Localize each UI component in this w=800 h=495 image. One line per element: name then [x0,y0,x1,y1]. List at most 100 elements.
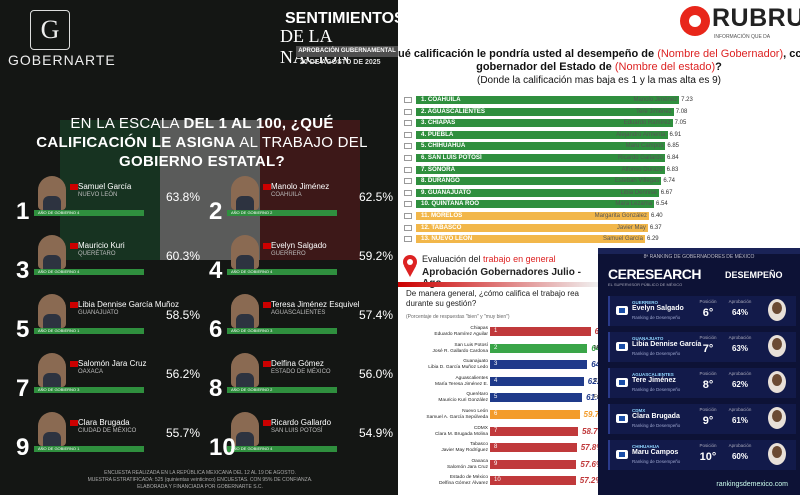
party-logo-icon [404,143,412,150]
rubrum-state-label: 10. QUINTANA ROO [421,200,480,208]
party-logo-icon [404,108,412,115]
ce-approval-label: Aprobación [728,299,752,304]
rubrum-row: 5. CHIHUAHUA Maru Campos 6.85 [404,142,800,151]
governor-name: Salomón Jara Cruz [78,359,147,368]
rubrum-bar [416,165,665,174]
ce-row: GUERRERO Evelyn Salgado Ranking de Desempe… [608,296,796,326]
rubrum-state-label: 9. GUANAJUATO [421,188,471,196]
party-badge-icon [616,450,628,459]
rubrum-row: 11. MORELOS Margarita González 6.40 [404,212,800,220]
ce-approval-value: 63% [731,344,748,353]
governor-card: AÑO DE GOBIERNO 3 7 Salomón Jara Cruz OAXAC… [10,353,205,408]
approval-value: 60.3% [166,249,201,263]
evaluacion-governor: Mauricio Kuri González [438,398,488,404]
evaluacion-bar [490,426,579,436]
party-badge-icon [616,414,628,423]
rubrum-bar [416,119,673,128]
ce-state: GUANAJUATO [632,336,664,341]
ce-tagline: EL SUPERVISOR PÚBLICO DE MÉXICO [608,282,683,287]
party-logo-icon [404,131,412,138]
evaluacion-row: San Luis Potosí José R. Gallardo Cardona 2… [398,343,598,355]
evaluacion-value: 62.5% [587,376,598,386]
ce-approval-label: Aprobación [728,407,752,412]
governor-photo [231,412,259,446]
evaluacion-rank: 7 [494,427,498,434]
rubrum-bar [416,107,674,116]
governor-name: Libia Dennise García Muñoz [78,300,179,309]
year-band: AÑO DE GOBIERNO 4 [227,269,337,275]
governor-photo [231,294,259,328]
evaluacion-stripe [398,282,598,287]
evaluacion-bar [490,376,584,386]
governor-photo [38,294,66,328]
year-band: AÑO DE GOBIERNO 4 [227,446,337,452]
party-badge-icon [616,342,628,351]
report-date: 20 DE AGOSTO DE 2025 [300,59,381,66]
rank-number: 6 [209,316,223,343]
evaluacion-bar [490,343,588,353]
evaluacion-label: Aguascalientes María Teresa Jiménez E. [398,376,488,388]
governor-photo [231,353,259,387]
governor-photo [768,443,786,465]
ce-research-panel: 8ª RANKING DE GOBERNADORES DE MÉXICO CER… [598,248,800,495]
governor-photo [768,335,786,357]
rank-number: 4 [209,257,223,284]
governor-state: ESTADO DE MÉXICO [271,369,331,375]
rubrum-value-label: 7.05 [674,120,687,127]
evaluacion-rank: 1 [494,328,498,334]
rank-number: 3 [16,257,30,284]
ce-row-caption: Ranking de Desempeño [632,387,681,392]
evaluacion-state: Chiapas [470,326,488,331]
evaluacion-rank: 10 [494,477,501,484]
evaluacion-governor: Eduardo Ramírez Aguilar [434,332,488,337]
rubrum-value-label: 6.91 [669,131,682,138]
ce-governor-name: Evelyn Salgado [632,305,684,312]
rubrum-question: ué calificación le pondría usted al dese… [398,48,800,86]
rubrum-brand: RUBRUM [712,4,800,32]
evaluacion-label: Oaxaca Salomón Jara Cruz [398,459,488,471]
evaluacion-state: Aguascalientes [455,375,488,381]
evaluacion-bar [490,443,577,453]
rubrum-governor-label: Esteban Villegas [614,178,660,185]
rubrum-bar [416,235,645,244]
evaluacion-state: Tabasco [470,442,488,448]
evaluacion-note: (Porcentaje de respuestas "bien" y "muy … [406,314,510,320]
governor-photo [231,176,259,210]
rubrum-value-label: 6.85 [667,143,680,150]
rubrum-governor-label: Maru Campos [625,143,664,150]
evaluacion-row: Nuevo León Samuel A. García Sepúlveda 6 59.… [398,409,598,421]
governor-state: OAXACA [78,369,104,375]
rubrum-value-label: 6.74 [663,178,676,185]
ce-position-value: 9° [702,415,714,427]
approval-value: 59.2% [359,249,394,263]
gobernarte-question: EN LA ESCALA DEL 1 AL 100, ¿QUÉ CALIFICA… [36,115,368,170]
evaluacion-side-text: M [594,344,598,351]
evaluacion-value: 57.8% [580,443,598,453]
governor-state: QUERÉTARO [78,251,116,257]
governor-photo [38,176,66,210]
governor-card: AÑO DE GOBIERNO 4 10 Ricardo Gallardo SAN L… [203,412,398,467]
rank-number: 5 [16,316,30,343]
evaluacion-state: Estado de México [449,475,488,481]
rubrum-row: 12. TABASCO Javier May 6.37 [404,223,800,232]
rubrum-row: 4. PUEBLA Alejandro Armenta 6.91 [404,130,800,139]
party-flag-icon [263,243,271,249]
evaluacion-bar [490,360,588,370]
approval-value: 57.4% [359,308,394,322]
governor-name: Manolo Jiménez [271,182,330,191]
evaluacion-rank: 9 [494,460,498,467]
ce-row-caption: Ranking de Desempeño [632,459,681,464]
ce-section-title: DESEMPEÑO [725,270,783,280]
party-logo-icon [404,189,412,196]
evaluacion-governor: María Teresa Jiménez E. [435,381,488,387]
ce-row: AGUASCALIENTES Tere Jiménez Ranking de Des… [608,368,796,398]
governor-card: AÑO DE GOBIERNO 3 6 Teresa Jiménez Esquive… [203,294,398,349]
year-band: AÑO DE GOBIERNO 1 [34,446,144,452]
rubrum-circle-icon [680,6,710,36]
rank-number: 1 [16,198,30,225]
governor-photo [38,353,66,387]
evaluacion-state: Oaxaca [471,458,488,464]
evaluacion-side-text: C [594,377,598,384]
